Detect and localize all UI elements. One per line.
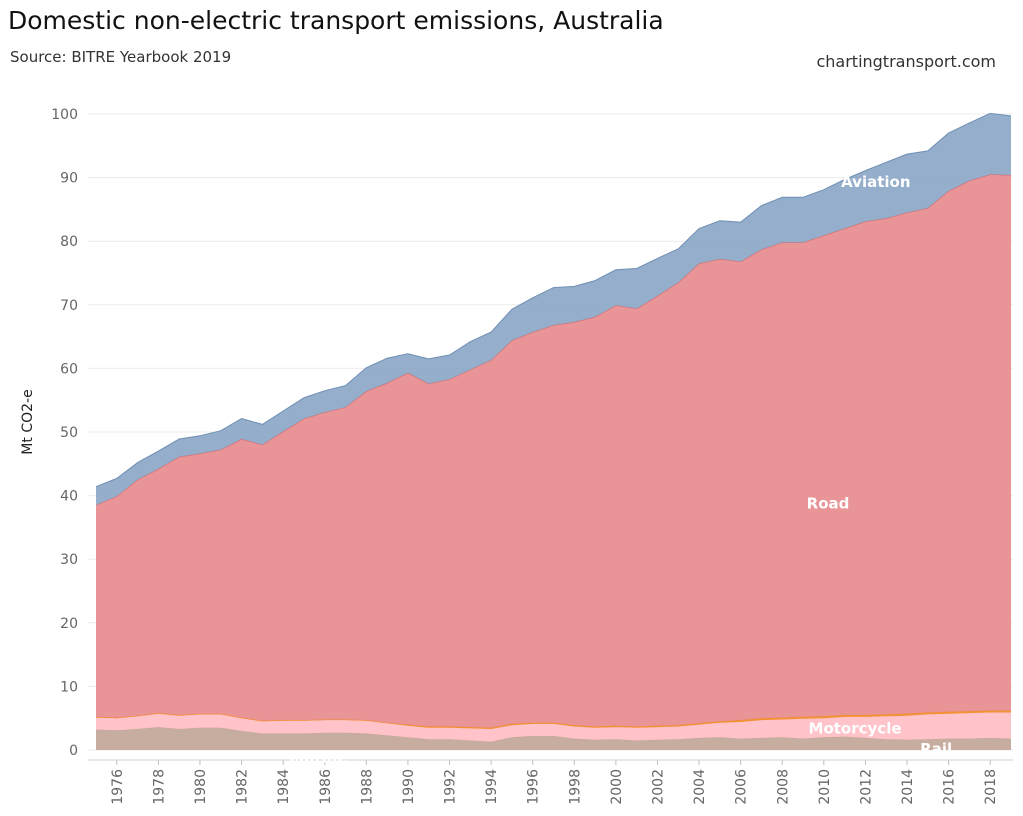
- x-tick-label: 1982: [235, 769, 251, 805]
- y-tick-label: 80: [60, 234, 78, 250]
- x-tick-label: 1998: [567, 769, 583, 805]
- x-tick-label: 2012: [858, 769, 874, 805]
- series-label-motorcycle: Motorcycle: [809, 719, 902, 737]
- x-tick-label: 2006: [734, 769, 750, 805]
- x-tick-label: 2004: [692, 769, 708, 805]
- series-label-aviation: Aviation: [841, 173, 910, 191]
- y-tick-label: 40: [60, 489, 78, 505]
- x-tick-label: 2016: [942, 769, 958, 805]
- area-label-layer: Marine Rail Motorcycle Road Aviation: [289, 173, 952, 767]
- area-road: [96, 174, 1011, 728]
- series-label-road: Road: [807, 494, 850, 512]
- x-tick-label: 1980: [193, 769, 209, 805]
- axis-layer: 0 10 20 30 40 50 60 70 80 90 100 1976 1978 1980 1982 19…: [51, 107, 1013, 805]
- x-tick-label: 1976: [110, 769, 126, 805]
- x-tick-label: 1984: [276, 769, 292, 805]
- chart-subtitle: Source: BITRE Yearbook 2019: [10, 48, 232, 66]
- area-series-layer: [95, 112, 1012, 750]
- y-tick-label: 50: [60, 425, 78, 441]
- y-tick-label: 90: [60, 171, 78, 187]
- y-tick-label: 30: [60, 552, 78, 568]
- y-tick-label: 60: [60, 361, 78, 377]
- x-tick-label: 2010: [817, 769, 833, 805]
- series-label-marine: Marine: [289, 749, 347, 767]
- chart-credit: chartingtransport.com: [816, 52, 996, 71]
- x-tick-label: 1988: [359, 769, 375, 805]
- series-label-rail: Rail: [920, 740, 952, 758]
- x-tick-label: 2008: [775, 769, 791, 805]
- x-tick-label: 1990: [401, 769, 417, 805]
- y-tick-label: 20: [60, 616, 78, 632]
- y-tick-label: 70: [60, 298, 78, 314]
- x-tick-label: 2014: [900, 769, 916, 805]
- area-edge-aviation: [95, 112, 1012, 488]
- x-tick-label: 2002: [651, 769, 667, 805]
- x-tick-label: 1996: [526, 769, 542, 805]
- area-aviation: [96, 113, 1011, 506]
- x-tick-label: 2018: [983, 769, 999, 805]
- x-tick-label: 1978: [151, 769, 167, 805]
- y-axis-title: Mt CO2-e: [20, 389, 36, 454]
- x-tick-label: 1994: [484, 769, 500, 805]
- x-tick-label: 1986: [318, 769, 334, 805]
- y-tick-label: 0: [69, 743, 78, 759]
- chart-title: Domestic non-electric transport emission…: [8, 6, 664, 35]
- y-tick-label: 10: [60, 679, 78, 695]
- y-tick-label: 100: [51, 107, 78, 123]
- x-tick-label: 1992: [443, 769, 459, 805]
- x-tick-label: 2000: [609, 769, 625, 805]
